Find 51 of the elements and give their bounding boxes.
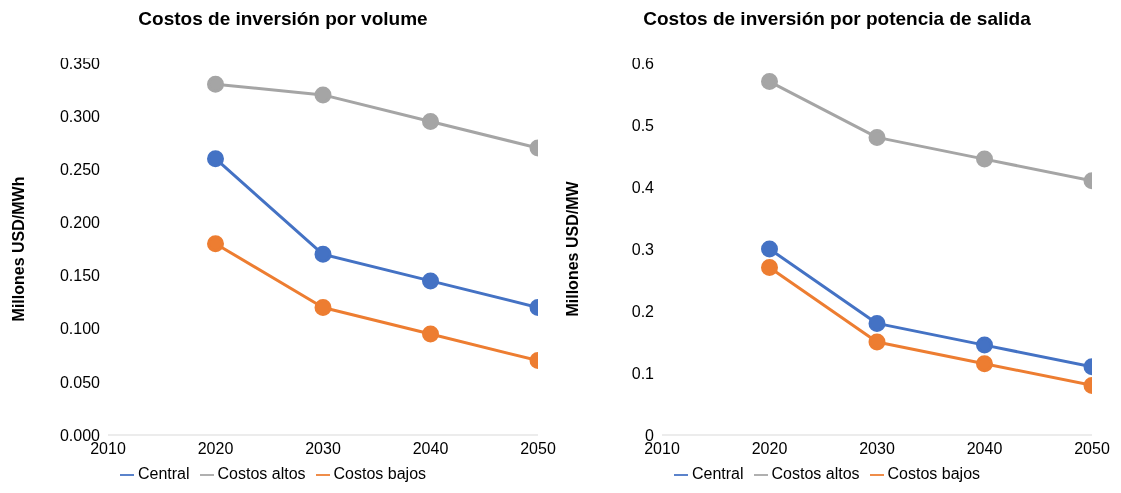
y-tick-label: 0.050 (59, 373, 101, 391)
y-tick-label: 0.100 (59, 320, 101, 338)
point (976, 336, 993, 354)
point (761, 240, 778, 258)
y-tick-label: 0.150 (59, 267, 101, 285)
y-tick-label: 0.350 (59, 54, 101, 72)
y-tick-label: 0.4 (631, 178, 655, 196)
point (207, 150, 224, 168)
x-tick-label: 2030 (305, 440, 341, 458)
y-tick-label: 0.6 (631, 54, 655, 72)
point (761, 73, 778, 91)
x-tick-label: 2010 (90, 440, 126, 458)
point (314, 86, 332, 104)
y-tick-label: 0.2 (631, 302, 655, 320)
point (422, 272, 439, 290)
point (207, 75, 224, 93)
legend-label: Costos altos (771, 465, 860, 482)
chart-title: Costos de inversión por potencia de salida (643, 8, 1031, 29)
y-tick-label: 0.1 (631, 364, 655, 382)
x-tick-label: 2020 (751, 440, 788, 458)
x-tick-label: 2050 (1074, 440, 1110, 458)
point (976, 150, 993, 168)
x-tick-label: 2040 (412, 440, 449, 458)
x-tick-label: 2010 (644, 440, 680, 458)
y-axis-title: Millones USD/MW (563, 180, 581, 317)
legend-label: Costos bajos (887, 465, 981, 482)
x-tick-label: 2020 (197, 440, 234, 458)
legend-label: Central (691, 465, 744, 482)
y-tick-label: 0.200 (59, 214, 101, 232)
legend-label: Costos altos (217, 465, 306, 482)
chart-title: Costos de inversión por volume (138, 8, 428, 29)
x-tick-label: 2040 (966, 440, 1003, 458)
point (868, 128, 886, 146)
x-tick-label: 2030 (859, 440, 895, 458)
point (868, 333, 886, 351)
point (314, 298, 332, 316)
y-tick-label: 0.300 (59, 107, 101, 125)
legend-label: Central (137, 465, 190, 482)
point (422, 325, 439, 343)
point (761, 259, 778, 277)
point (868, 314, 886, 332)
y-tick-label: 0.5 (631, 116, 655, 134)
y-tick-label: 0.3 (631, 240, 655, 258)
y-axis-title: Millones USD/MWh (9, 176, 27, 322)
point (976, 355, 993, 373)
point (422, 112, 439, 130)
point (207, 235, 224, 253)
y-tick-label: 0.250 (59, 160, 101, 178)
x-tick-label: 2050 (520, 440, 556, 458)
point (314, 245, 332, 263)
legend-label: Costos bajos (333, 465, 427, 482)
